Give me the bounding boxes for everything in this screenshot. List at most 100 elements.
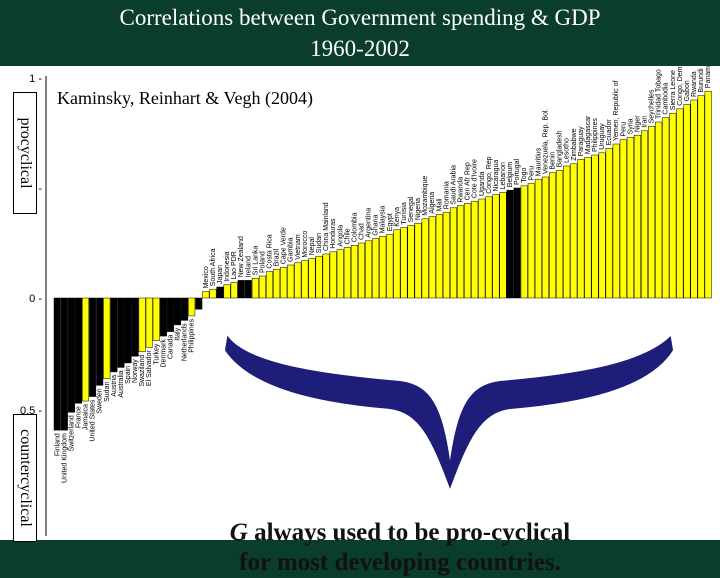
bar-label: Colombia bbox=[351, 213, 358, 243]
bar-label: Cambodia bbox=[663, 83, 670, 115]
bar bbox=[393, 229, 401, 299]
bar-label: Venezuela, Rep. Bol. bbox=[542, 109, 549, 174]
bar bbox=[449, 207, 457, 299]
callout-g: G bbox=[229, 519, 248, 546]
bar bbox=[506, 189, 514, 299]
bar-label: Algeria bbox=[429, 192, 436, 214]
bar bbox=[237, 280, 245, 299]
bar bbox=[563, 165, 571, 299]
callout-line-1: G always used to be pro-cyclical bbox=[150, 518, 650, 548]
bar-label: Lebanon bbox=[500, 162, 507, 189]
bar-label: Portugal bbox=[514, 158, 521, 185]
bar bbox=[365, 240, 373, 299]
bar-label: Rwanda bbox=[691, 71, 698, 97]
bar-label: Iran bbox=[642, 116, 649, 128]
bar bbox=[584, 156, 592, 299]
bar bbox=[442, 211, 450, 299]
bar-label: Cote d'Ivoire bbox=[472, 159, 479, 198]
bar bbox=[492, 194, 500, 299]
bar-label: Yemen, Republic of bbox=[613, 80, 620, 141]
bar bbox=[216, 286, 224, 299]
bar bbox=[322, 253, 330, 299]
bar bbox=[131, 297, 139, 357]
bar bbox=[273, 269, 281, 299]
bar bbox=[336, 249, 344, 299]
bar-label: Romania bbox=[443, 181, 450, 209]
bar-label: Netherlands bbox=[182, 323, 189, 361]
bar bbox=[570, 163, 578, 299]
y-tick-label: 0 - bbox=[29, 293, 42, 305]
bar bbox=[350, 244, 358, 299]
procyclical-label-box: procyclical bbox=[13, 92, 37, 214]
bar-label: Spain bbox=[125, 366, 132, 384]
bar-label: Benin bbox=[550, 152, 557, 170]
bar bbox=[400, 227, 408, 299]
bar-label: Burundi bbox=[698, 68, 705, 93]
bar-label: Argentina bbox=[366, 208, 373, 238]
procyclical-label: procyclical bbox=[17, 117, 34, 189]
bar-label: Italy bbox=[175, 327, 182, 340]
bar-label: Cape Verde bbox=[281, 227, 288, 264]
bar bbox=[159, 297, 167, 337]
bar bbox=[223, 284, 231, 299]
bar bbox=[541, 176, 549, 299]
bar-label: Sierra Leone bbox=[670, 70, 677, 110]
bar-label: Chad bbox=[358, 223, 365, 240]
bar bbox=[209, 288, 217, 299]
bar-label: Jamaica bbox=[83, 404, 90, 430]
bar-label: Uruguay bbox=[599, 123, 606, 150]
bar bbox=[676, 108, 684, 299]
bar-label: Sri Lanka bbox=[252, 246, 259, 276]
bar-label: Sweden bbox=[97, 388, 104, 413]
bar-label: Cen Afr Rep bbox=[465, 162, 472, 200]
bar-label: Congo, Rep bbox=[486, 156, 493, 193]
bar-label: Congo, Dem. Rep. bbox=[677, 66, 684, 106]
bar bbox=[577, 159, 585, 299]
bar bbox=[372, 238, 380, 299]
bar-label: Panama bbox=[705, 66, 712, 88]
bar bbox=[117, 297, 125, 368]
bar bbox=[357, 242, 365, 299]
bar bbox=[499, 192, 507, 299]
bar bbox=[166, 297, 174, 332]
bar-label: Ghana bbox=[373, 214, 380, 235]
bar-label: Niger bbox=[634, 115, 641, 132]
bar bbox=[379, 236, 387, 299]
bar bbox=[478, 198, 486, 299]
bar-label: Ireland bbox=[245, 256, 252, 278]
bar bbox=[152, 297, 160, 341]
bar bbox=[195, 297, 203, 310]
bar bbox=[690, 99, 698, 299]
bar-label: Austria bbox=[111, 375, 118, 397]
bar bbox=[343, 247, 351, 299]
bar-label: Canada bbox=[167, 335, 174, 360]
slide-title: Correlations between Government spending… bbox=[0, 2, 720, 64]
bar bbox=[82, 297, 90, 402]
bar bbox=[605, 148, 613, 299]
citation: Kaminsky, Reinhart & Vegh (2004) bbox=[57, 88, 313, 108]
curly-brace bbox=[224, 335, 674, 489]
bar-label: Norway bbox=[132, 359, 139, 383]
bar bbox=[534, 178, 542, 299]
bar-label: United Kingdom bbox=[61, 433, 68, 483]
bar-label: Senegal bbox=[408, 196, 415, 222]
bar-label: New Zealand bbox=[238, 236, 245, 277]
bar bbox=[414, 222, 422, 299]
bar-label: Honduras bbox=[330, 218, 337, 249]
bar bbox=[556, 170, 564, 299]
bar-label: Malaysia bbox=[380, 206, 387, 234]
bar-label: Nigeria bbox=[415, 198, 422, 220]
y-tick-label: 1 - bbox=[29, 73, 42, 85]
bar bbox=[96, 297, 104, 386]
bar-label: Zimbabwe bbox=[571, 128, 578, 160]
bar-label: Ecuador bbox=[606, 119, 613, 146]
bar-label: Japan bbox=[217, 265, 224, 284]
bar-label: Mexico bbox=[203, 266, 210, 288]
bar bbox=[202, 291, 210, 299]
bar-label: France bbox=[75, 406, 82, 428]
bar bbox=[315, 255, 323, 299]
bar bbox=[301, 260, 309, 299]
bar-label: Morocco bbox=[302, 231, 309, 258]
bar bbox=[626, 137, 634, 299]
